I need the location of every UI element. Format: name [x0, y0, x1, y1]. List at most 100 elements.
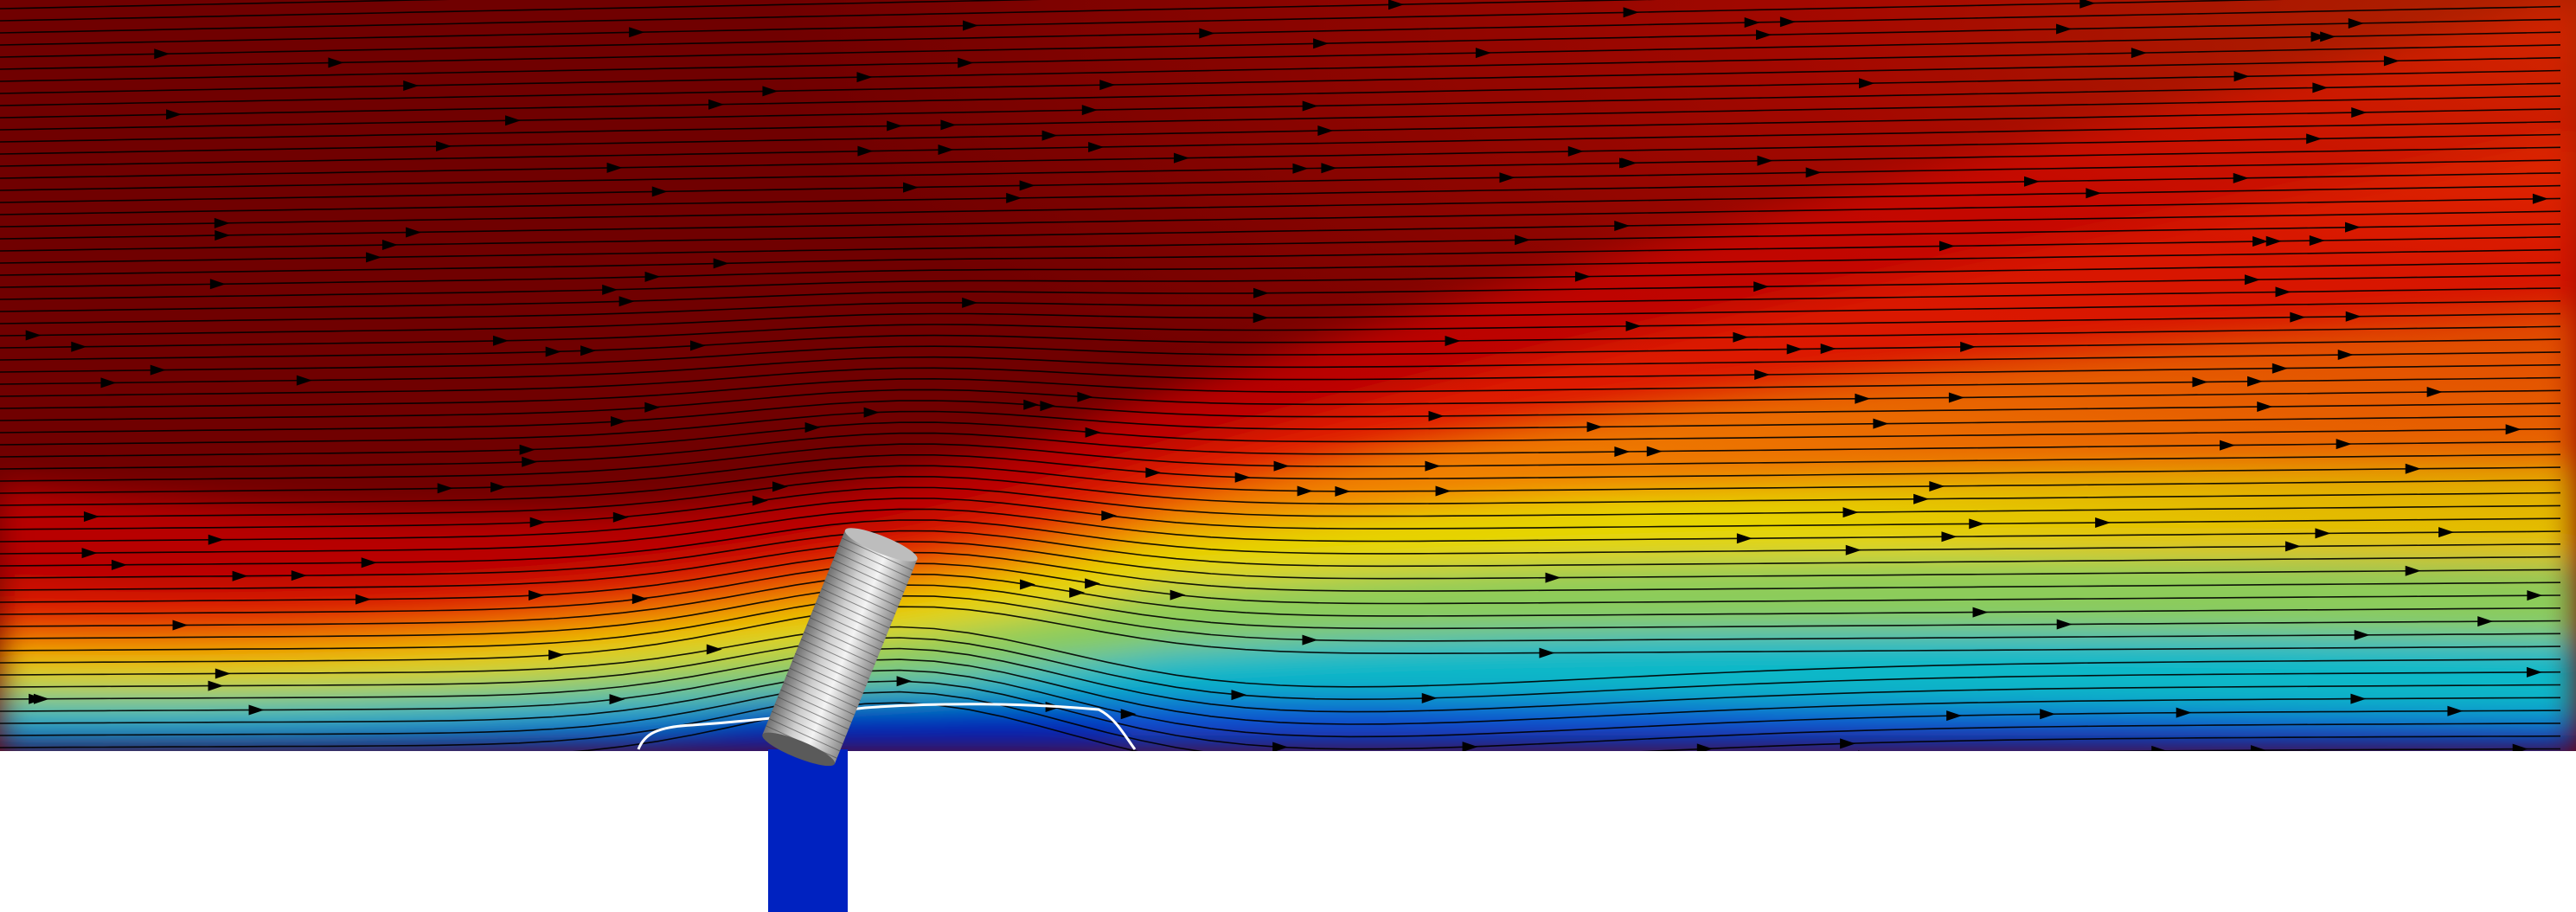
arrowhead — [2095, 517, 2111, 529]
arrowhead — [2426, 387, 2443, 398]
arrowhead — [772, 481, 789, 492]
arrowhead — [150, 364, 166, 376]
arrowhead — [2532, 193, 2548, 204]
arrowhead — [2351, 106, 2368, 118]
arrowhead — [1145, 467, 1162, 478]
streamline — [0, 184, 2561, 228]
arrowhead — [166, 109, 183, 120]
streamline — [0, 159, 2561, 203]
arrowhead — [2086, 188, 2102, 199]
arrowhead — [2306, 133, 2323, 145]
streamline — [0, 236, 2561, 276]
arrowhead — [612, 511, 629, 523]
arrowhead — [606, 162, 623, 173]
arrowhead — [2527, 590, 2543, 601]
cylinder-stripe — [804, 631, 875, 665]
arrowhead — [2310, 31, 2327, 42]
streamline — [0, 248, 2561, 288]
arrowhead — [33, 693, 49, 704]
arrowhead — [291, 570, 307, 581]
arrowhead — [1292, 163, 1309, 174]
arrowhead — [1779, 16, 1796, 28]
cylinder-stripe — [823, 581, 896, 614]
arrowhead — [328, 57, 344, 68]
arrowhead — [1756, 29, 1772, 41]
streamline — [0, 172, 2561, 215]
arrowhead — [406, 227, 422, 238]
arrowhead — [857, 145, 874, 157]
cylinder-stripe — [806, 624, 878, 658]
arrowhead — [1913, 493, 1930, 504]
arrowhead — [804, 421, 821, 433]
arrowhead — [208, 534, 224, 545]
cylinder-stripe — [830, 566, 901, 601]
arrowhead — [232, 570, 248, 581]
streamline — [0, 637, 2561, 701]
arrowhead — [1842, 507, 1859, 518]
cylinder-stripe — [827, 574, 899, 607]
arrowhead — [938, 145, 954, 156]
arrowhead — [1302, 100, 1318, 112]
arrowhead — [248, 704, 265, 716]
streamline — [0, 573, 2561, 627]
arrowhead — [631, 594, 648, 605]
arrowhead — [962, 297, 978, 308]
arrowhead — [172, 620, 189, 631]
cylinder-stripe — [785, 674, 858, 709]
arrowhead — [1101, 511, 1118, 522]
arrowhead — [436, 140, 452, 151]
arrowhead — [1388, 0, 1405, 10]
arrowhead — [762, 86, 779, 97]
arrowhead — [2040, 709, 2056, 720]
arrowhead — [1020, 579, 1036, 590]
streamline — [0, 400, 2561, 434]
streamline — [0, 421, 2561, 458]
arrowhead — [1805, 167, 1822, 178]
cylinder-stripe — [812, 609, 884, 644]
streamline — [0, 376, 2561, 409]
streamline — [0, 133, 2561, 179]
arrowhead — [2246, 376, 2263, 387]
arrowhead — [100, 377, 117, 389]
arrowhead — [2220, 440, 2236, 451]
arrowhead — [1855, 393, 1871, 404]
arrowhead — [1428, 410, 1445, 421]
streamline — [0, 0, 1657, 34]
arrowhead — [1169, 589, 1186, 601]
arrowhead — [1614, 221, 1631, 232]
arrowhead — [1120, 709, 1137, 720]
arrowhead — [381, 240, 398, 251]
wall-region — [0, 751, 2576, 912]
arrowhead — [2336, 439, 2352, 450]
streamline — [0, 0, 2284, 46]
arrowhead — [863, 407, 880, 418]
arrowhead — [1545, 572, 1561, 583]
inclined-cylinder — [762, 528, 918, 767]
arrowhead — [1859, 78, 1875, 89]
arrowhead — [2312, 82, 2329, 93]
cylinder-stripe — [836, 552, 907, 586]
arrowhead — [1744, 17, 1760, 29]
arrowhead — [1234, 472, 1251, 483]
streamline — [0, 95, 2561, 143]
arrowhead — [963, 20, 979, 31]
streamline — [0, 312, 2561, 349]
arrowhead — [2151, 745, 2168, 751]
arrowhead — [2056, 23, 2073, 35]
arrowhead — [1786, 344, 1803, 355]
arrowhead — [2405, 565, 2421, 576]
streamline — [0, 562, 2561, 615]
arrowhead — [1567, 145, 1584, 157]
streamlines — [0, 0, 2561, 751]
arrowhead — [2265, 235, 2282, 247]
arrowhead — [1754, 369, 1771, 381]
streamline — [0, 300, 2561, 337]
arrowhead — [1938, 241, 1955, 252]
streamline — [0, 82, 2561, 131]
arrowhead — [529, 517, 546, 528]
streamline — [0, 669, 2561, 738]
arrowhead — [1425, 460, 1441, 472]
arrowhead — [689, 340, 706, 351]
streamline — [0, 146, 2561, 191]
cylinder-stripe — [818, 595, 890, 629]
